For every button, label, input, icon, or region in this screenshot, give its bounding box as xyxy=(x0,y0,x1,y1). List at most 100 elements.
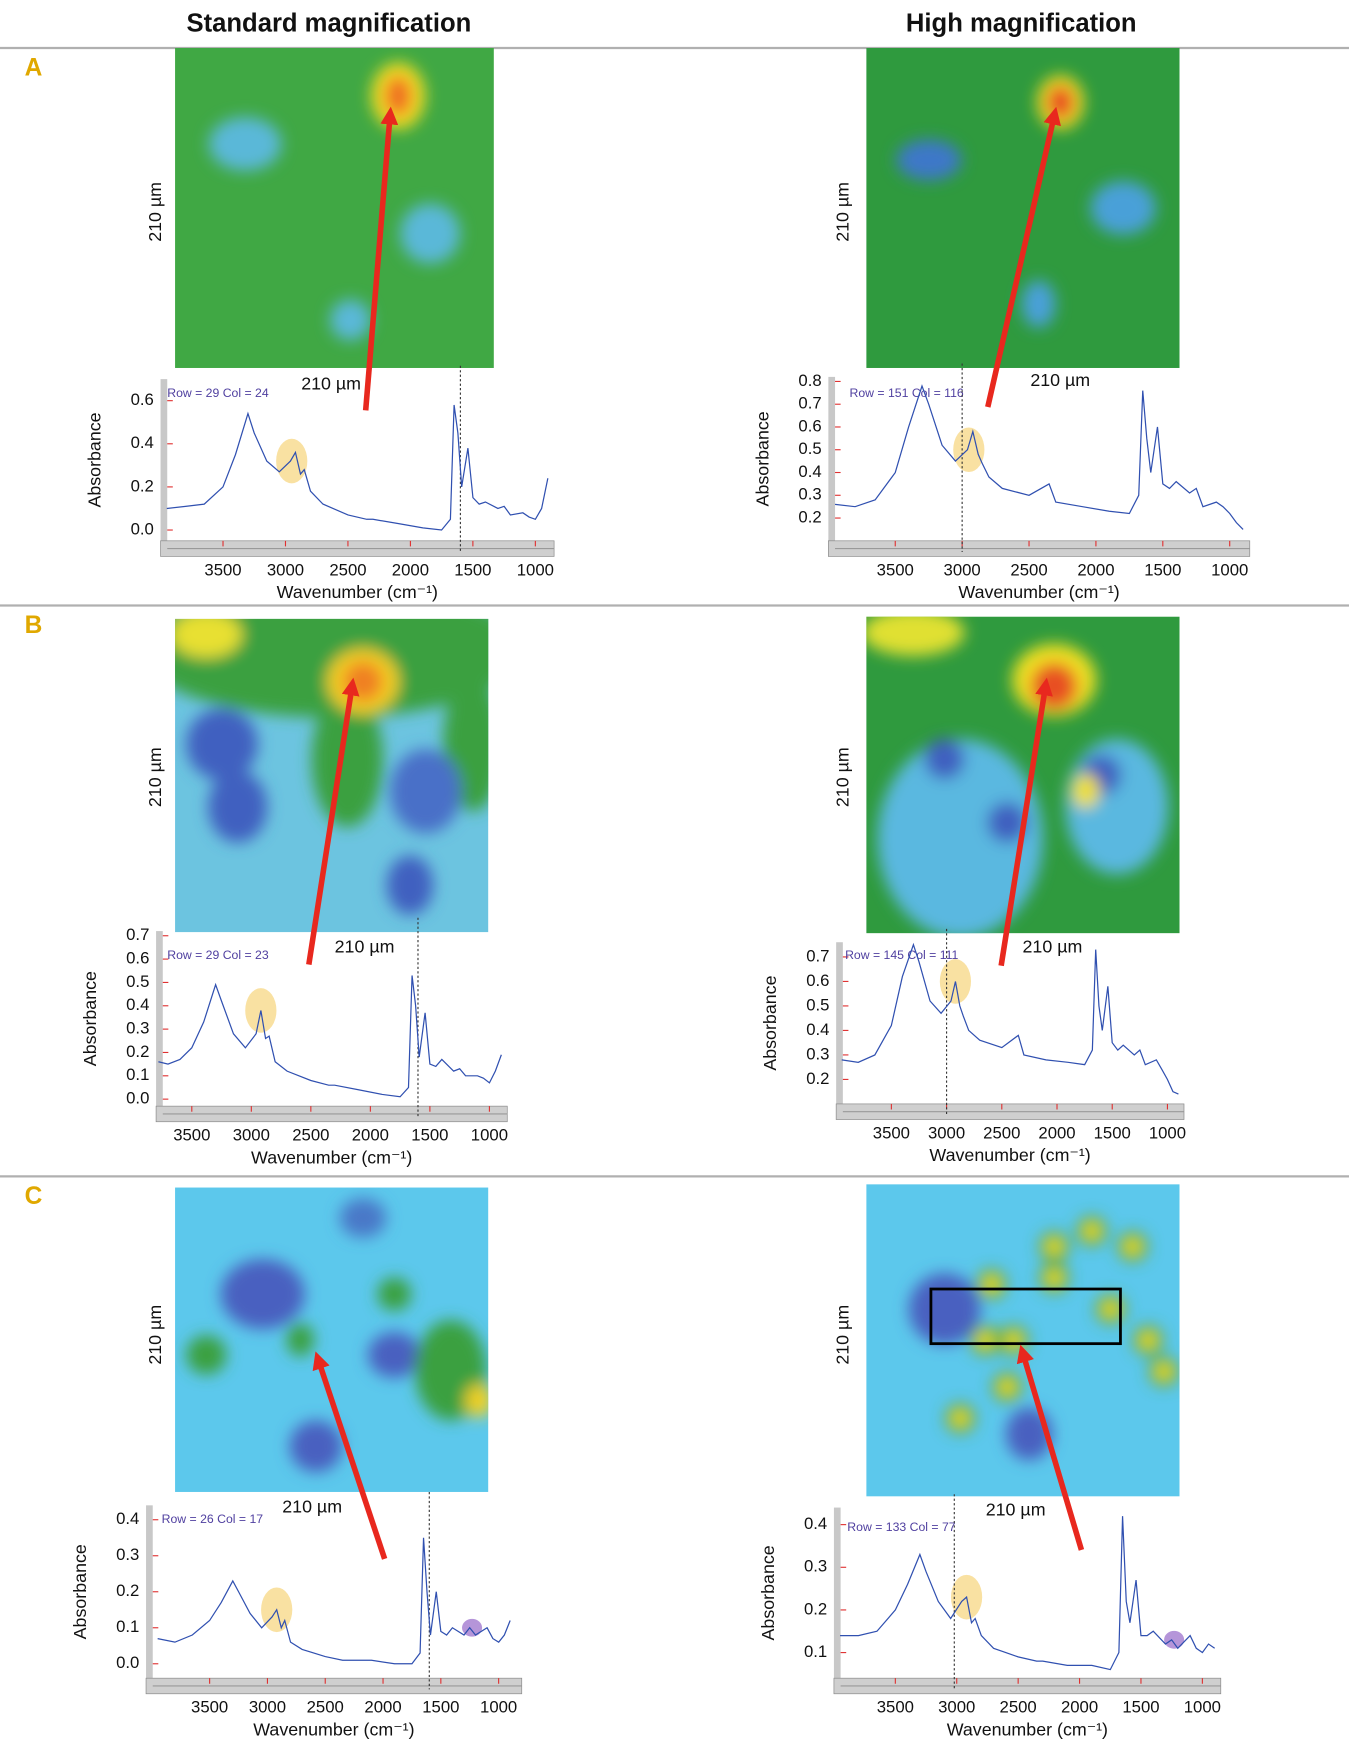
x-tick-label: 1000 xyxy=(471,1126,508,1145)
y-tick-label: 0.4 xyxy=(131,433,154,452)
x-tick-label: 1500 xyxy=(1094,1123,1131,1142)
x-tick-label: 3000 xyxy=(928,1123,965,1142)
blob xyxy=(951,1409,970,1428)
blob xyxy=(289,1420,343,1473)
arrow xyxy=(1016,1344,1085,1551)
y-tick-label: 0.4 xyxy=(126,995,149,1014)
blob xyxy=(1139,1331,1158,1350)
blob xyxy=(1101,1299,1120,1319)
y-tick-label: 0.3 xyxy=(116,1545,139,1564)
heat-map-blobs xyxy=(186,1198,489,1473)
overlay xyxy=(306,106,1122,1560)
blob xyxy=(987,802,1028,843)
x-axis-label: Wavenumber (cm⁻¹) xyxy=(947,1719,1108,1739)
y-tick-label: 0.6 xyxy=(806,971,829,990)
y-tick-label: 0.8 xyxy=(798,371,821,390)
image-width-label: 210 µm xyxy=(301,373,361,393)
heat-map xyxy=(175,1187,489,1492)
heat-map xyxy=(175,618,489,933)
y-tick-label: 0.2 xyxy=(116,1581,139,1600)
x-tick-label: 2000 xyxy=(1077,560,1114,579)
panel: 210 µm 210 µm 0.2 0.3 0.4 0.5 0.6 0.7 3500 3000 25… xyxy=(760,616,1186,1165)
blob xyxy=(330,299,371,341)
panels: 210 µm 210 µm 0.0 0.2 0.4 0.6 3500 3000 2500 2000… xyxy=(70,47,1251,1739)
y-tick-label: 0.6 xyxy=(798,416,821,435)
x-axis-label: Wavenumber (cm⁻¹) xyxy=(253,1719,414,1739)
annotation: Row = 26 Col = 17 xyxy=(162,1512,264,1526)
blob xyxy=(1154,1362,1174,1381)
axis-bar xyxy=(156,931,163,1122)
image-height-label: 210 µm xyxy=(833,747,853,807)
highlight xyxy=(462,1618,483,1637)
x-tick-label: 3000 xyxy=(938,1698,975,1717)
image-height-label: 210 µm xyxy=(145,747,165,807)
annotation: Row = 29 Col = 24 xyxy=(167,386,269,400)
blob xyxy=(311,692,384,827)
y-axis-label: Absorbance xyxy=(760,975,780,1070)
blob xyxy=(976,1331,995,1350)
blob xyxy=(982,1274,1001,1294)
y-axis-label: Absorbance xyxy=(80,971,100,1066)
x-tick-label: 1000 xyxy=(1211,560,1248,579)
annotation: Row = 133 Col = 77 xyxy=(847,1520,955,1534)
y-tick-label: 0.2 xyxy=(798,507,821,526)
x-tick-label: 3000 xyxy=(249,1698,286,1717)
y-tick-label: 0.1 xyxy=(116,1617,139,1636)
blob xyxy=(208,771,268,843)
blob xyxy=(208,117,282,171)
column-header: High magnification xyxy=(906,9,1137,37)
x-tick-label: 1500 xyxy=(1122,1698,1159,1717)
x-tick-label: 1000 xyxy=(1149,1123,1186,1142)
x-tick-label: 2000 xyxy=(352,1126,389,1145)
annotation: Row = 29 Col = 23 xyxy=(167,948,269,962)
x-tick-label: 3500 xyxy=(877,560,914,579)
image-height-label: 210 µm xyxy=(833,1305,853,1365)
blob xyxy=(186,708,258,780)
x-tick-label: 1000 xyxy=(480,1698,517,1717)
spectrum-line xyxy=(841,942,1179,1095)
spectrum-line xyxy=(166,404,549,531)
y-tick-label: 0.1 xyxy=(804,1642,827,1661)
blob xyxy=(908,1273,981,1345)
blob xyxy=(186,1335,227,1375)
image-width-label: 210 µm xyxy=(282,1496,342,1516)
x-tick-label: 3500 xyxy=(204,560,241,579)
y-tick-label: 0.4 xyxy=(116,1509,139,1528)
y-tick-label: 0.5 xyxy=(806,995,829,1014)
highlight xyxy=(1164,1630,1185,1649)
spectrum-line xyxy=(157,1537,511,1665)
blob xyxy=(1004,1331,1023,1350)
y-tick-label: 0.7 xyxy=(126,925,149,944)
blob xyxy=(386,855,434,915)
y-axis-label: Absorbance xyxy=(70,1544,90,1639)
x-axis-label: Wavenumber (cm⁻¹) xyxy=(277,582,438,602)
row-label: A xyxy=(25,55,43,82)
x-tick-label: 2500 xyxy=(983,1123,1020,1142)
y-tick-label: 0.2 xyxy=(804,1599,827,1618)
x-tick-label: 1500 xyxy=(422,1698,459,1717)
blob xyxy=(339,1198,387,1238)
heat-map xyxy=(866,616,1180,934)
blob xyxy=(400,203,461,264)
heat-map-blobs xyxy=(866,616,1169,934)
heat-map-blobs xyxy=(208,62,461,341)
x-tick-label: 3000 xyxy=(233,1126,270,1145)
blob xyxy=(1071,773,1100,808)
highlight xyxy=(276,438,308,484)
x-tick-label: 2500 xyxy=(292,1126,329,1145)
panel: 210 µm 210 µm 0.0 0.2 0.4 0.6 3500 3000 2500 2000… xyxy=(85,47,555,602)
x-tick-label: 1500 xyxy=(1144,560,1181,579)
blob xyxy=(896,139,962,181)
blob xyxy=(286,1323,315,1357)
x-tick-label: 3500 xyxy=(873,1123,910,1142)
image-height-label: 210 µm xyxy=(833,182,853,242)
heat-map-blobs xyxy=(175,618,489,915)
blob xyxy=(367,1332,421,1378)
y-tick-label: 0.7 xyxy=(806,946,829,965)
arrow xyxy=(312,1351,388,1560)
blob xyxy=(220,1259,305,1329)
selection-box xyxy=(929,1287,1122,1346)
blob xyxy=(1046,85,1075,120)
panel: 210 µm 210 µm 0.1 0.2 0.3 0.4 3500 3000 2500 2000… xyxy=(758,1184,1222,1739)
arrow xyxy=(985,106,1061,408)
